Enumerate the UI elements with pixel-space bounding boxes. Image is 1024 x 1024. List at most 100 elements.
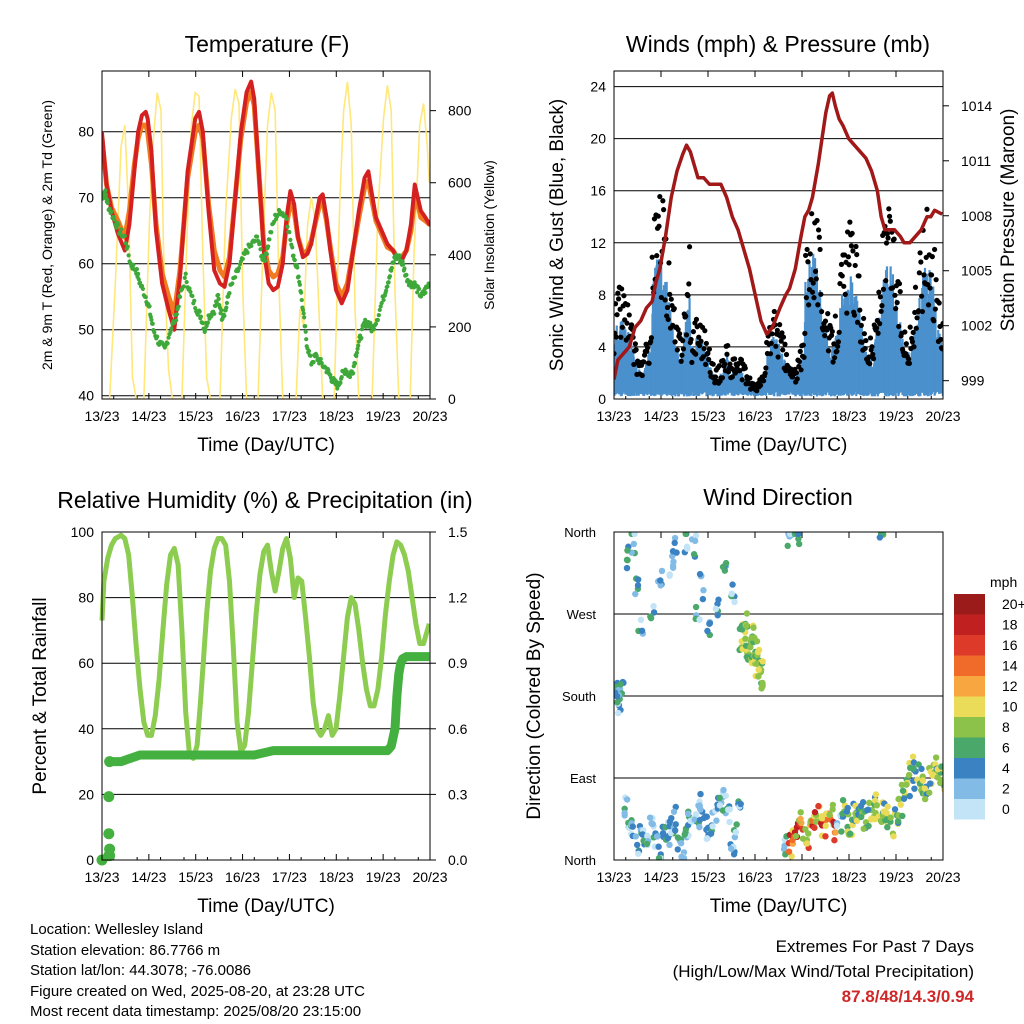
dewpoint-point <box>150 321 155 326</box>
gust-point <box>614 334 619 340</box>
y-tick-label: 24 <box>590 79 606 95</box>
legend-label: 8 <box>1002 719 1010 735</box>
direction-point <box>720 786 727 794</box>
direction-point <box>876 534 884 541</box>
gust-point <box>919 293 925 299</box>
gust-point <box>862 345 868 352</box>
direction-point <box>617 681 624 688</box>
dewpoint-point <box>184 279 189 285</box>
dewpoint-point <box>230 281 235 286</box>
gust-point <box>729 374 735 380</box>
direction-point <box>646 814 654 821</box>
direction-point <box>621 809 628 817</box>
direction-point <box>677 839 685 847</box>
gust-point <box>938 336 943 343</box>
gust-point <box>883 278 889 284</box>
dewpoint-point <box>290 245 295 250</box>
gust-point <box>626 312 632 318</box>
direction-point <box>692 603 700 611</box>
gust-point <box>690 329 696 335</box>
gust-point <box>783 351 790 358</box>
dewpoint-point <box>222 313 227 318</box>
direction-point <box>910 765 917 772</box>
gust-point <box>646 360 652 366</box>
direction-point <box>784 542 791 550</box>
x-tick-label: 20/23 <box>412 408 447 424</box>
extremes-title: Extremes For Past 7 Days <box>775 937 974 956</box>
gust-point <box>797 348 803 354</box>
winds-plot <box>614 91 943 397</box>
pressure-line <box>614 91 943 380</box>
legend-swatch <box>954 614 985 635</box>
direction-point <box>826 811 833 818</box>
dewpoint-point <box>240 256 245 262</box>
gust-point <box>777 322 783 328</box>
y-tick-label: 16 <box>590 183 606 199</box>
gust-point <box>870 351 876 357</box>
y-right-tick-label: 0.0 <box>448 852 468 868</box>
direction-point <box>805 830 812 837</box>
gust-point <box>909 339 916 345</box>
direction-point <box>732 828 740 836</box>
dewpoint-point <box>109 209 114 214</box>
gust-point <box>619 286 625 292</box>
gust-point <box>817 246 823 253</box>
direction-point <box>632 833 639 840</box>
x-tick-label: 17/23 <box>784 408 819 424</box>
gust-point <box>912 284 919 290</box>
dewpoint-point <box>304 337 309 342</box>
gust-point <box>703 361 709 367</box>
gust-point <box>794 376 800 382</box>
direction-point <box>818 815 826 822</box>
gust-point <box>802 330 808 336</box>
chart-title: Relative Humidity (%) & Precipitation (i… <box>57 487 472 513</box>
x-tick-label: 20/23 <box>925 408 960 424</box>
dewpoint-point <box>302 315 307 320</box>
direction-point <box>864 806 872 813</box>
direction-point <box>697 790 704 798</box>
x-tick-label: 14/23 <box>643 408 678 424</box>
dewpoint-point <box>245 250 250 255</box>
dewpoint-point <box>176 304 181 309</box>
gust-point <box>769 331 775 337</box>
direction-point <box>884 803 891 810</box>
dewpoint-point <box>384 288 389 293</box>
gust-point <box>815 227 822 233</box>
direction-point <box>873 802 880 809</box>
gust-point <box>867 361 873 367</box>
gust-point <box>654 253 660 259</box>
y-axis-right-label: Solar Insolation (Yellow) <box>481 160 497 310</box>
gust-point <box>822 333 828 339</box>
gust-point <box>698 338 704 344</box>
direction-point <box>643 840 651 848</box>
y-right-tick-label: 1011 <box>961 153 991 169</box>
x-axis-label: Time (Day/UTC) <box>197 435 335 456</box>
direction-point <box>927 780 934 787</box>
legend-swatch <box>954 696 985 717</box>
gust-point <box>660 198 666 204</box>
gust-point <box>761 378 767 384</box>
extremes-block: Extremes For Past 7 Days (High/Low/Max W… <box>673 934 974 1009</box>
gust-point <box>867 335 874 341</box>
gust-point <box>780 347 786 353</box>
gust-point <box>655 213 661 219</box>
dewpoint-point <box>214 300 219 305</box>
direction-point <box>731 598 738 606</box>
plot-frame <box>613 70 944 400</box>
gust-point <box>897 288 903 295</box>
dewpoint-point <box>174 318 179 323</box>
gust-point <box>662 297 668 303</box>
extremes-subtitle: (High/Low/Max Wind/Total Precipitation) <box>672 962 974 981</box>
dewpoint-point <box>295 265 300 270</box>
direction-point <box>822 822 829 830</box>
dewpoint-point <box>292 258 297 263</box>
y-axis-label: Percent & Total Rainfall <box>30 597 51 794</box>
gust-point <box>677 331 683 337</box>
direction-point <box>670 808 678 815</box>
gust-point <box>854 319 861 325</box>
y-right-tick-label: 400 <box>448 247 472 263</box>
direction-point <box>664 834 672 842</box>
dewpoint-point <box>193 306 198 311</box>
y-right-tick-label: 200 <box>448 319 472 335</box>
legend-swatch <box>954 676 985 697</box>
